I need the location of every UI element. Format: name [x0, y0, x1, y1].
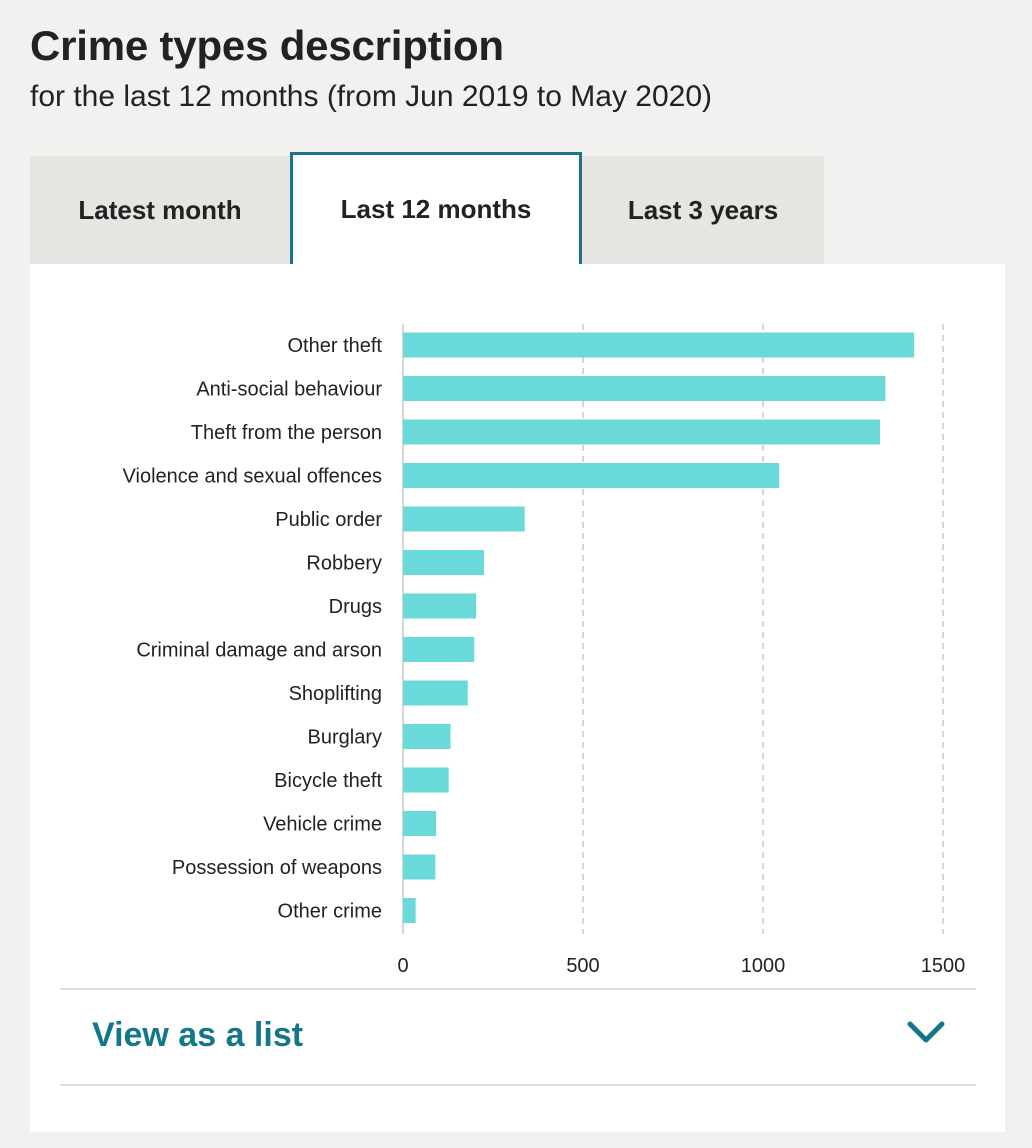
page-subtitle: for the last 12 months (from Jun 2019 to… [30, 80, 713, 113]
view-as-list-label: View as a list [92, 1016, 304, 1054]
x-tick-label: 500 [566, 955, 599, 977]
category-label: Violence and sexual offences [123, 466, 382, 488]
bar [403, 637, 475, 662]
category-label: Robbery [306, 553, 382, 575]
bar [403, 463, 780, 488]
page-title: Crime types description [30, 22, 504, 69]
category-label: Public order [275, 509, 382, 531]
bar [403, 376, 886, 401]
period-tabs: Latest month Last 3 years Last 12 months [30, 152, 830, 264]
tab-last-12-months[interactable]: Last 12 months [290, 152, 582, 264]
category-label: Theft from the person [191, 422, 382, 444]
bar [403, 419, 880, 445]
bar [403, 854, 436, 880]
tab-latest-month[interactable]: Latest month [30, 156, 290, 264]
bar [403, 898, 416, 923]
bar [403, 550, 484, 575]
chart-panel: Other theft Anti-social behaviour Theft fr… [30, 264, 1005, 1132]
category-label: Possession of weapons [172, 857, 382, 879]
chevron-down-icon [907, 1021, 945, 1043]
bar [403, 811, 437, 836]
bar [403, 593, 477, 619]
bar [403, 332, 915, 358]
category-label: Bicycle theft [274, 770, 382, 792]
category-label: Anti-social behaviour [196, 379, 382, 401]
bar [403, 506, 525, 532]
category-label: Drugs [329, 596, 382, 618]
tab-last-3-years[interactable]: Last 3 years [582, 156, 824, 264]
category-label: Vehicle crime [263, 814, 382, 836]
category-label: Shoplifting [289, 683, 382, 705]
crime-types-bar-chart: Other theft Anti-social behaviour Theft fr… [123, 324, 966, 977]
x-tick-label: 0 [397, 955, 408, 977]
category-label: Other theft [288, 335, 383, 357]
bar [403, 767, 449, 793]
view-as-list-toggle[interactable]: View as a list [60, 988, 976, 1086]
x-tick-label: 1500 [921, 955, 966, 977]
category-label: Criminal damage and arson [136, 640, 382, 662]
category-label: Other crime [278, 901, 382, 923]
category-label: Burglary [308, 727, 382, 749]
x-tick-label: 1000 [741, 955, 786, 977]
bar [403, 724, 451, 749]
bar [403, 680, 468, 706]
